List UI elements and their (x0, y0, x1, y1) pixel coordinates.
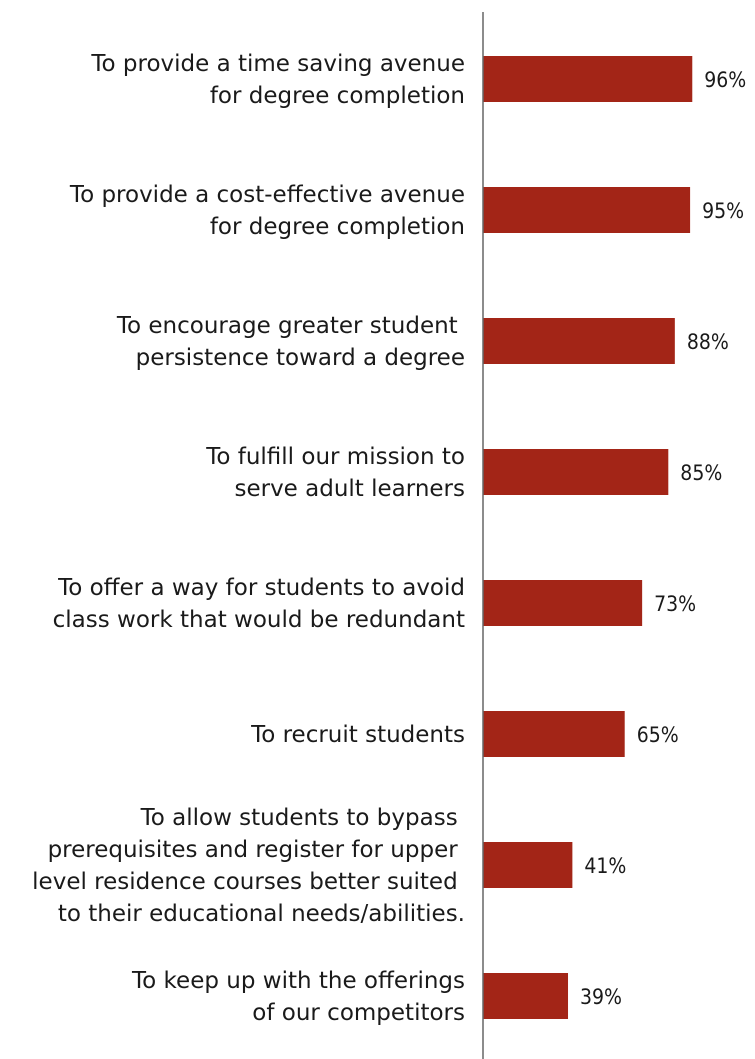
category-label-2-line-1: persistence toward a degree (136, 345, 465, 371)
category-label-0-line-0: To provide a time saving avenue (90, 51, 465, 77)
value-label-6: 41% (584, 854, 626, 878)
category-label-2: To encourage greater student persistence… (116, 313, 465, 371)
category-label-2-line-0: To encourage greater student (116, 313, 465, 339)
bars-group (483, 56, 693, 1019)
category-label-6-line-3: to their educational needs/abilities. (58, 901, 465, 927)
category-label-3: To fulfill our mission to serve adult lea… (205, 444, 465, 502)
bar-1 (483, 187, 691, 233)
category-labels-group: To provide a time saving avenue for degre… (32, 51, 465, 1026)
value-labels-group: 96% 95% 88% 85% 73% 65% 41% 39% (580, 68, 746, 1009)
category-label-1: To provide a cost-effective avenue for de… (69, 182, 465, 240)
value-label-2: 88% (687, 330, 729, 354)
category-label-4-line-1: class work that would be redundant (53, 607, 465, 633)
category-label-0: To provide a time saving avenue for degre… (90, 51, 465, 109)
category-label-6-line-2: level residence courses better suited (32, 869, 465, 895)
category-label-5: To recruit students (250, 722, 465, 748)
category-label-1-line-1: for degree completion (210, 214, 465, 240)
value-label-3: 85% (680, 461, 722, 485)
bar-2 (483, 318, 675, 364)
category-label-3-line-1: serve adult learners (234, 476, 465, 502)
category-label-0-line-1: for degree completion (210, 83, 465, 109)
value-label-4: 73% (654, 592, 696, 616)
bar-6 (483, 842, 573, 888)
value-label-7: 39% (580, 985, 622, 1009)
category-label-5-line-0: To recruit students (250, 722, 465, 748)
category-label-7-line-1: of our competitors (252, 1000, 465, 1026)
category-label-7-line-0: To keep up with the offerings (131, 968, 465, 994)
category-label-4-line-0: To offer a way for students to avoid (57, 575, 465, 601)
category-label-6-line-0: To allow students to bypass (140, 805, 465, 831)
category-label-1-line-0: To provide a cost-effective avenue (69, 182, 465, 208)
value-label-5: 65% (637, 723, 679, 747)
bar-4 (483, 580, 643, 626)
bar-0 (483, 56, 693, 102)
category-label-3-line-0: To fulfill our mission to (205, 444, 465, 470)
bar-3 (483, 449, 669, 495)
bar-5 (483, 711, 625, 757)
category-label-6-line-1: prerequisites and register for upper (48, 837, 465, 863)
category-label-6: To allow students to bypass prerequisite… (32, 805, 465, 927)
category-label-7: To keep up with the offerings of our comp… (131, 968, 465, 1026)
value-label-0: 96% (704, 68, 746, 92)
value-label-1: 95% (702, 199, 744, 223)
bar-7 (483, 973, 569, 1019)
category-label-4: To offer a way for students to avoid clas… (53, 575, 465, 633)
